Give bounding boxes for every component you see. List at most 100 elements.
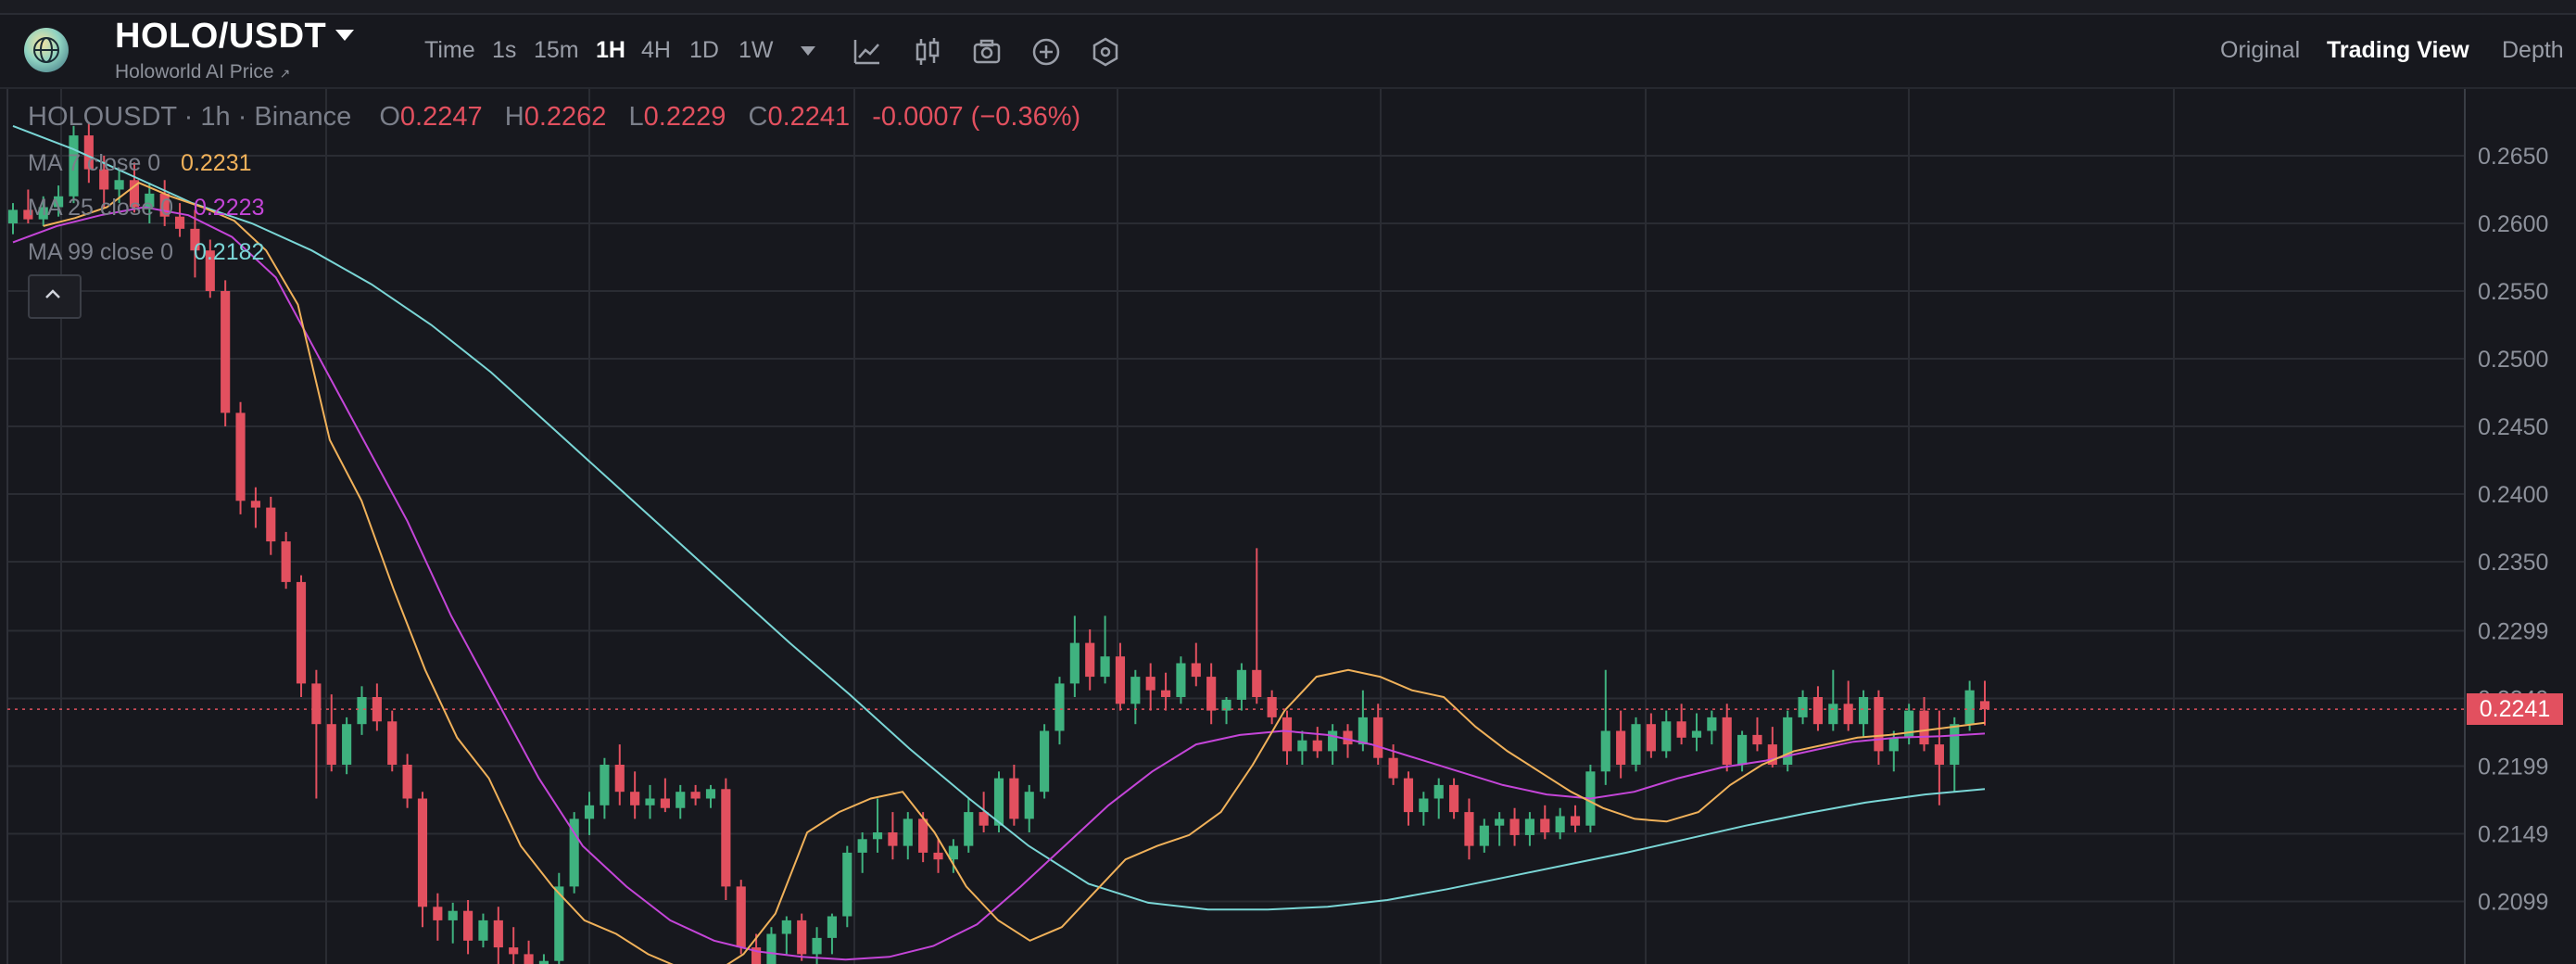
settings-hex-icon[interactable]	[1089, 35, 1122, 69]
chevron-up-icon	[45, 289, 60, 298]
ma7-legend: MA 7 close 0 0.2231	[28, 150, 252, 177]
ma99-value: 0.2182	[193, 239, 265, 265]
candle-type-icon[interactable]	[911, 35, 944, 69]
candle-body	[387, 721, 398, 765]
ma7-value: 0.2231	[181, 150, 252, 176]
candle-body	[1357, 717, 1368, 745]
candle-body	[933, 852, 943, 860]
candle-body	[463, 910, 474, 941]
candle-body	[872, 832, 883, 840]
price-scale-label-11: 0.2099	[2478, 889, 2548, 915]
external-arrow-icon: ↗	[279, 66, 291, 81]
candle-body	[1085, 642, 1095, 678]
view-trading-view[interactable]: Trading View	[2327, 37, 2469, 63]
ma99-legend: MA 99 close 0 0.2182	[28, 239, 264, 266]
candle-body	[584, 805, 595, 819]
candle-body	[433, 907, 443, 920]
candle-body	[235, 412, 246, 501]
view-depth[interactable]: Depth	[2502, 37, 2564, 63]
candle-body	[766, 933, 777, 964]
candle-body	[1934, 744, 1944, 765]
candle-body	[993, 778, 1004, 826]
candle-body	[1904, 710, 1914, 738]
timeframe-15m[interactable]: 15m	[534, 37, 579, 63]
high-value: 0.2262	[524, 102, 607, 132]
candle-body	[827, 916, 838, 938]
candle-body	[1419, 798, 1429, 813]
candle-body	[1312, 740, 1322, 752]
candle-body	[781, 920, 791, 934]
candle-body	[1206, 677, 1217, 711]
candle-body	[1737, 734, 1748, 765]
ma99-line	[12, 124, 1986, 911]
candle-body	[888, 832, 898, 846]
candle-body	[1433, 784, 1444, 799]
price-scale-label-2: 0.2550	[2478, 279, 2548, 305]
view-original[interactable]: Original	[2220, 37, 2301, 63]
candle-body	[1812, 697, 1824, 725]
timeframe-1d[interactable]: 1D	[689, 37, 719, 63]
price-scale-label-10: 0.2149	[2478, 821, 2548, 847]
candle-body	[493, 920, 503, 948]
candle-body	[83, 135, 94, 170]
candle-body	[948, 845, 958, 860]
candle-body	[7, 209, 19, 223]
more-timeframes-icon[interactable]	[801, 46, 815, 56]
candle-body	[524, 954, 534, 964]
camera-icon[interactable]	[970, 35, 1004, 69]
candle-body	[1343, 730, 1353, 745]
candle-body	[538, 960, 549, 964]
candle-body	[1176, 663, 1186, 697]
subtitle-text: Holoworld AI Price	[115, 61, 274, 82]
candle-body	[705, 789, 716, 799]
open-value: 0.2247	[399, 102, 483, 132]
collapse-legend-button[interactable]	[28, 274, 82, 319]
price-scale-label-5: 0.2400	[2478, 482, 2548, 508]
candle-body	[1479, 825, 1489, 846]
candle-body	[751, 947, 762, 964]
candle-body	[281, 541, 291, 582]
price-chart[interactable]: 0.2650 0.2600 0.2550 0.2500 0.2450 0.2400 0.23…	[0, 89, 2576, 964]
candle-body	[145, 193, 155, 208]
timeframe-1h[interactable]: 1H	[596, 37, 625, 63]
candle-body	[676, 792, 686, 808]
window-top-bar	[0, 0, 2576, 15]
last-price-tag: 0.2241	[2467, 693, 2563, 725]
close-label: C	[748, 102, 768, 132]
candle-body	[1009, 778, 1019, 819]
candle-body	[1661, 721, 1672, 752]
candlestick-chart[interactable]: 0.2650 0.2600 0.2550 0.2500 0.2450 0.2400 0.23…	[0, 89, 2576, 964]
ma25-label: MA 25 close 0	[28, 195, 174, 221]
candle-body	[736, 886, 746, 948]
pair-dropdown-icon[interactable]	[335, 30, 354, 41]
indicator-icon[interactable]	[851, 35, 884, 69]
candle-body	[1707, 717, 1717, 731]
price-scale-label-3: 0.2500	[2478, 347, 2548, 373]
candle-body	[1979, 701, 1990, 710]
pair-subtitle[interactable]: Holoworld AI Price ↗	[115, 61, 290, 83]
candle-body	[1752, 734, 1762, 745]
candle-body	[1964, 690, 1975, 725]
candle-body	[630, 792, 640, 805]
low-label: L	[628, 102, 644, 132]
candle-body	[1024, 792, 1034, 819]
candle-body	[174, 216, 185, 229]
candle-body	[159, 193, 170, 217]
ma25-value: 0.2223	[193, 195, 265, 221]
add-icon[interactable]	[1029, 35, 1063, 69]
timeframe-4h[interactable]: 4H	[641, 37, 671, 63]
candle-body	[1328, 730, 1338, 752]
pair-title[interactable]: HOLO/USDT	[115, 17, 327, 56]
open-label: O	[379, 102, 400, 132]
timeframe-time[interactable]: Time	[424, 37, 475, 63]
timeframe-1s[interactable]: 1s	[492, 37, 517, 63]
candle-body	[296, 581, 307, 684]
candle-body	[221, 291, 231, 413]
candle-body	[1631, 724, 1641, 765]
candle-body	[1843, 704, 1853, 725]
timeframe-1w[interactable]: 1W	[739, 37, 774, 63]
close-value: 0.2241	[767, 102, 851, 132]
candle-body	[1798, 697, 1808, 717]
candle-body	[1874, 697, 1884, 752]
ma7-label: MA 7 close 0	[28, 150, 161, 176]
